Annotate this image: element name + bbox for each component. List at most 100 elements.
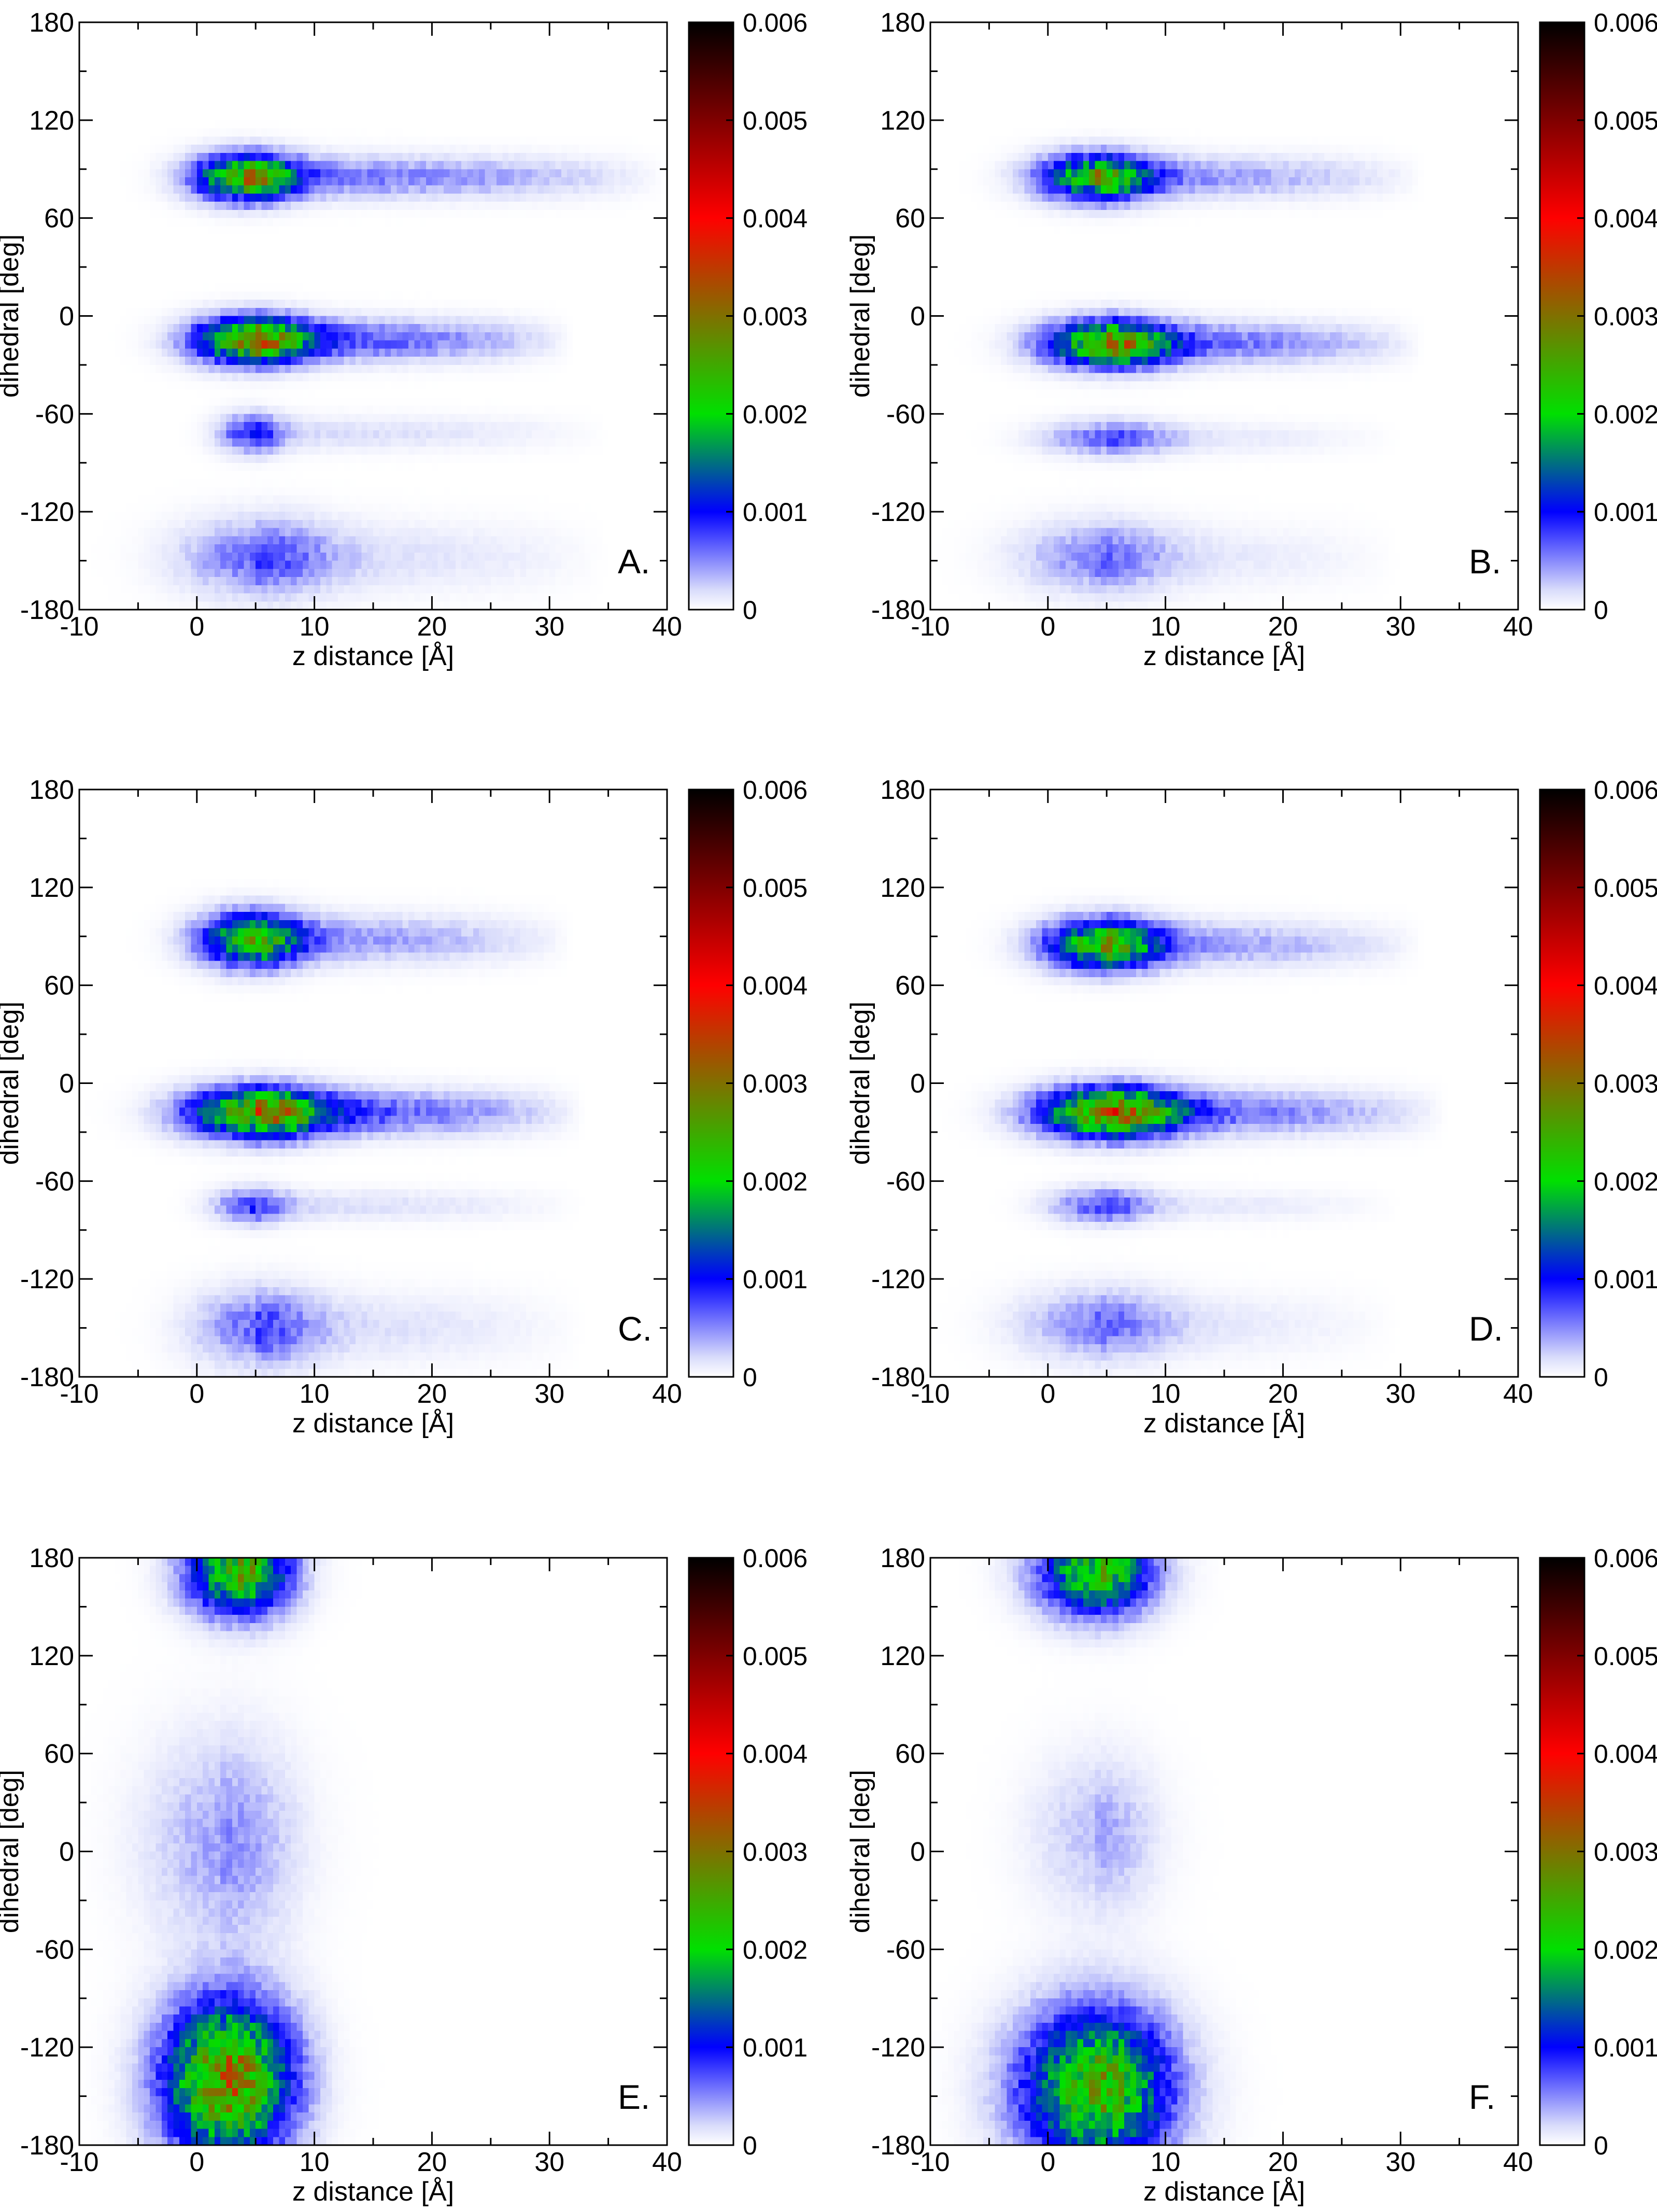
x-tick-label: 0 bbox=[189, 1379, 204, 1409]
y-tick-label: -120 bbox=[20, 497, 74, 527]
colorbar-tick-label: 0.005 bbox=[743, 1642, 808, 1671]
panel-label: E. bbox=[618, 2078, 650, 2116]
x-tick-label: 0 bbox=[189, 612, 204, 642]
colorbar-tick-label: 0.001 bbox=[743, 2033, 808, 2062]
x-tick-label: -10 bbox=[60, 612, 98, 642]
heatmap-image bbox=[930, 22, 1518, 610]
x-tick-label: -10 bbox=[911, 2147, 950, 2177]
x-tick-label: 20 bbox=[1268, 1379, 1298, 1409]
colorbar-tick-label: 0 bbox=[1594, 1363, 1608, 1392]
panel-label: B. bbox=[1469, 542, 1501, 581]
colorbar-tick-label: 0.005 bbox=[1594, 1642, 1657, 1671]
y-tick-label: -60 bbox=[35, 399, 74, 429]
x-axis-label: z distance [Å] bbox=[292, 2177, 454, 2207]
heatmap-image bbox=[79, 22, 667, 610]
x-tick-label: 40 bbox=[652, 2147, 682, 2177]
y-tick-label: -180 bbox=[20, 2131, 74, 2161]
colorbar-tick-label: 0 bbox=[743, 596, 757, 625]
x-tick-label: 30 bbox=[534, 612, 564, 642]
panel-a: -10 0 10 20 30 40 -180 -120 -60 0 60 120 180 z distan… bbox=[0, 8, 808, 671]
colorbar-tick-label: 0.002 bbox=[1594, 400, 1657, 429]
x-axis-label: z distance [Å] bbox=[292, 641, 454, 671]
x-tick-label: 10 bbox=[300, 2147, 330, 2177]
y-tick-label: -120 bbox=[20, 2033, 74, 2063]
y-tick-label: 0 bbox=[59, 1837, 74, 1867]
y-tick-label: -60 bbox=[886, 1166, 925, 1196]
x-tick-label: 10 bbox=[300, 612, 330, 642]
y-tick-label: 120 bbox=[880, 106, 925, 136]
colorbar-tick-label: 0.001 bbox=[1594, 1265, 1657, 1294]
y-tick-label: 0 bbox=[59, 1069, 74, 1099]
colorbar-tick-label: 0.002 bbox=[743, 400, 808, 429]
x-tick-label: 40 bbox=[1503, 1379, 1533, 1409]
x-tick-label: -10 bbox=[60, 2147, 98, 2177]
x-tick-label: 0 bbox=[1040, 2147, 1055, 2177]
colorbar-tick-label: 0.004 bbox=[1594, 1740, 1657, 1769]
x-tick-label: 10 bbox=[1151, 1379, 1181, 1409]
colorbar-tick-label: 0.006 bbox=[743, 776, 808, 805]
y-tick-label: 180 bbox=[29, 1543, 74, 1573]
x-tick-label: 0 bbox=[1040, 1379, 1055, 1409]
x-axis-label: z distance [Å] bbox=[1143, 1408, 1305, 1439]
x-tick-label: 20 bbox=[417, 2147, 447, 2177]
x-tick-label: 30 bbox=[534, 2147, 564, 2177]
y-tick-label: -60 bbox=[886, 1935, 925, 1965]
colorbar-tick-label: 0.005 bbox=[743, 106, 808, 135]
y-tick-label: 120 bbox=[880, 1641, 925, 1671]
x-tick-label: 40 bbox=[652, 1379, 682, 1409]
colorbar-tick-label: 0.003 bbox=[743, 1838, 808, 1867]
colorbar-tick-label: 0 bbox=[743, 1363, 757, 1392]
y-tick-label: -120 bbox=[871, 2033, 925, 2063]
colorbar-tick-label: 0.006 bbox=[1594, 776, 1657, 805]
x-axis-label: z distance [Å] bbox=[1143, 641, 1305, 671]
x-tick-label: 10 bbox=[300, 1379, 330, 1409]
panel-label: A. bbox=[618, 542, 650, 581]
panel-c: -10 0 10 20 30 40 -180 -120 -60 0 60 120 180 z distan… bbox=[0, 775, 808, 1439]
colorbar-tick-label: 0.002 bbox=[1594, 1167, 1657, 1196]
colorbar-tick-label: 0.003 bbox=[1594, 1838, 1657, 1867]
heatmap-image bbox=[930, 1558, 1518, 2145]
y-axis-label: dihedral [deg] bbox=[0, 234, 24, 398]
y-tick-label: 180 bbox=[880, 1543, 925, 1573]
y-axis-label: dihedral [deg] bbox=[0, 1002, 24, 1165]
x-tick-label: -10 bbox=[60, 1379, 98, 1409]
x-tick-label: 40 bbox=[652, 612, 682, 642]
colorbar-tick-label: 0.006 bbox=[743, 1544, 808, 1573]
panel-label: C. bbox=[618, 1309, 652, 1348]
colorbar-tick-label: 0.004 bbox=[743, 1740, 808, 1769]
colorbar-tick-label: 0.002 bbox=[743, 1935, 808, 1964]
y-tick-label: 120 bbox=[880, 873, 925, 903]
colorbar-tick-label: 0.003 bbox=[743, 302, 808, 331]
colorbar-tick-label: 0.002 bbox=[743, 1167, 808, 1196]
y-tick-label: -120 bbox=[871, 1264, 925, 1294]
y-axis-label: dihedral [deg] bbox=[845, 1002, 875, 1165]
y-tick-label: -60 bbox=[35, 1935, 74, 1965]
x-tick-label: 40 bbox=[1503, 2147, 1533, 2177]
colorbar bbox=[688, 21, 734, 611]
colorbar-tick-label: 0 bbox=[743, 2131, 757, 2160]
x-tick-label: 30 bbox=[534, 1379, 564, 1409]
colorbar-tick-label: 0.003 bbox=[1594, 302, 1657, 331]
y-tick-label: -180 bbox=[871, 1362, 925, 1392]
y-tick-label: -60 bbox=[886, 399, 925, 429]
x-tick-label: 30 bbox=[1385, 2147, 1415, 2177]
y-tick-label: -60 bbox=[35, 1166, 74, 1196]
colorbar bbox=[688, 788, 734, 1378]
x-tick-label: 20 bbox=[1268, 612, 1298, 642]
y-tick-label: 60 bbox=[895, 971, 925, 1001]
y-tick-label: 0 bbox=[910, 1069, 925, 1099]
panel-d: -10 0 10 20 30 40 -180 -120 -60 0 60 120 180 z distan… bbox=[845, 775, 1657, 1439]
x-axis-label: z distance [Å] bbox=[1143, 2177, 1305, 2207]
y-tick-label: 60 bbox=[895, 204, 925, 234]
colorbar-tick-label: 0.004 bbox=[1594, 971, 1657, 1001]
y-tick-label: -180 bbox=[20, 1362, 74, 1392]
colorbar-tick-label: 0 bbox=[1594, 596, 1608, 625]
y-tick-label: 120 bbox=[29, 106, 74, 136]
x-tick-label: 0 bbox=[1040, 612, 1055, 642]
y-tick-label: -120 bbox=[871, 497, 925, 527]
y-tick-label: 60 bbox=[44, 971, 74, 1001]
heatmap-image bbox=[930, 790, 1518, 1377]
y-tick-label: 180 bbox=[29, 775, 74, 805]
colorbar-tick-label: 0.001 bbox=[743, 498, 808, 527]
